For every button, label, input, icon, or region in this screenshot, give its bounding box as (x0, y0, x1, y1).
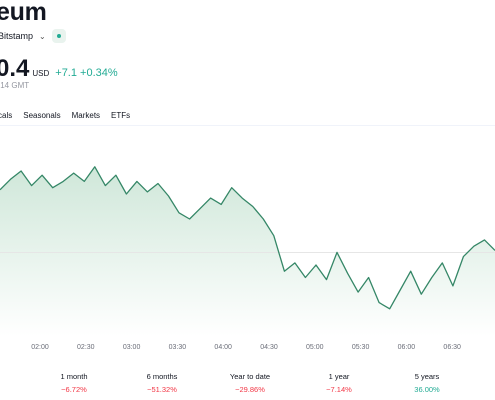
exchange-label: Bitstamp (0, 31, 34, 41)
perf-year-to-date[interactable]: Year to date −29.86% (210, 372, 290, 394)
market-status-button[interactable] (51, 29, 66, 43)
x-tick-label: 05:00 (306, 344, 324, 351)
perf-value: −29.86% (235, 385, 265, 394)
x-tick-label: 06:00 (398, 344, 416, 351)
price-row: 0.4 USD +7.1 +0.34% (0, 55, 118, 83)
status-dot-icon (56, 34, 61, 38)
tab-bar: cals Seasonals Markets ETFs (0, 111, 130, 120)
tab-divider (0, 125, 495, 126)
perf-value: −6.72% (61, 385, 87, 394)
price-area (0, 166, 495, 336)
x-tick-label: 06:30 (443, 344, 461, 351)
exchange-dropdown[interactable]: Bitstamp ⌄ (0, 31, 46, 41)
tab-etfs[interactable]: ETFs (111, 111, 131, 120)
perf-1-month[interactable]: 1 month −6.72% (34, 372, 114, 394)
price-chart[interactable]: 02:00 02:30 03:00 03:30 04:00 04:30 05:00 05:30… (0, 140, 495, 360)
price-timestamp: :14 GMT (0, 81, 30, 90)
chevron-down-icon: ⌄ (39, 31, 46, 41)
perf-value: −7.14% (326, 385, 352, 394)
perf-value: −51.32% (147, 385, 177, 394)
perf-6-months[interactable]: 6 months −51.32% (122, 372, 202, 394)
performance-row: 1 month −6.72% 6 months −51.32% Year to … (0, 372, 495, 400)
perf-5-years[interactable]: 5 years 36.00% (387, 372, 467, 394)
x-tick-label: 03:30 (169, 344, 187, 351)
perf-1-year[interactable]: 1 year −7.14% (299, 372, 379, 394)
tab-technicals[interactable]: cals (0, 111, 13, 120)
x-tick-label: 02:00 (31, 344, 49, 351)
last-price: 0.4 (0, 55, 30, 82)
perf-label: 1 month (60, 372, 88, 381)
x-tick-label: 02:30 (77, 344, 95, 351)
x-tick-label: 04:30 (260, 344, 278, 351)
price-line (0, 166, 495, 310)
symbol-title: eum (0, 0, 47, 26)
price-currency: USD (32, 69, 50, 78)
x-tick-label: 05:30 (352, 344, 370, 351)
perf-label: Year to date (229, 372, 271, 381)
tab-markets[interactable]: Markets (71, 111, 101, 120)
price-change: +7.1 +0.34% (55, 67, 118, 79)
perf-value: 36.00% (414, 385, 440, 394)
perf-label: 6 months (146, 372, 178, 381)
x-tick-label: 03:00 (123, 344, 141, 351)
perf-label: 1 year (328, 372, 350, 381)
tab-seasonals[interactable]: Seasonals (23, 111, 61, 120)
x-tick-label: 04:00 (214, 344, 232, 351)
exchange-selector-row: Bitstamp ⌄ (0, 29, 66, 43)
perf-label: 5 years (414, 372, 440, 381)
